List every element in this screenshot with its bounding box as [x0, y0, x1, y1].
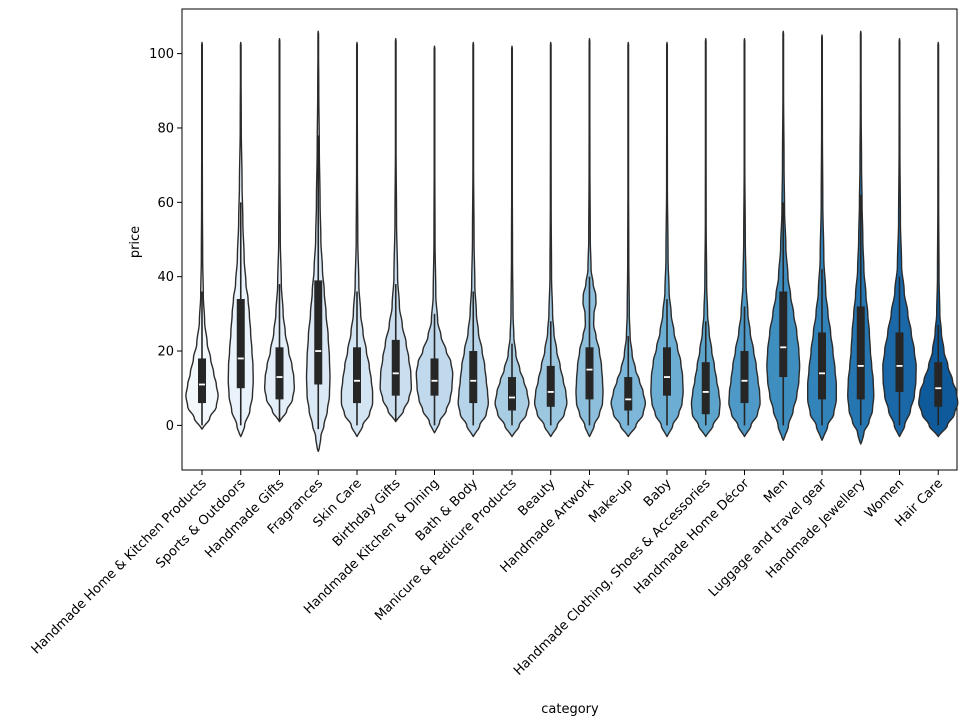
- violin-body: [263, 38, 296, 423]
- violin-iqr-box: [469, 351, 478, 404]
- x-axis-title: category: [541, 702, 599, 717]
- violin-body: [918, 41, 959, 438]
- x-tick-label: Baby: [641, 476, 675, 510]
- violin: [728, 38, 761, 438]
- violin: [610, 41, 647, 438]
- violin-iqr-box: [236, 298, 245, 389]
- violin-iqr-box: [198, 358, 206, 404]
- violin: [494, 45, 530, 438]
- violin-iqr-box: [895, 332, 904, 392]
- violin-body: [575, 38, 604, 438]
- violin-iqr-box: [934, 362, 943, 407]
- violin-iqr-box: [430, 358, 439, 396]
- violin-iqr-box: [391, 339, 400, 396]
- y-axis: 0 20 40 60 80 100: [149, 47, 182, 434]
- violin-body: [650, 41, 684, 438]
- y-tick-label: 40: [157, 270, 174, 285]
- x-tick-label: Manicure & Pedicure Products: [372, 476, 520, 624]
- y-tick-label: 80: [157, 121, 174, 136]
- x-tick-label: Men: [761, 476, 791, 506]
- violin-iqr-box: [740, 351, 749, 404]
- violin-iqr-box: [779, 291, 788, 378]
- violin-iqr-box: [624, 377, 633, 411]
- violin-iqr-box: [508, 377, 516, 411]
- violin-body: [807, 34, 837, 441]
- x-tick-label: Handmade Home & Kitchen Products: [29, 476, 210, 657]
- violin-body: [690, 38, 721, 438]
- violin: [766, 30, 801, 441]
- y-tick-label: 20: [157, 345, 174, 360]
- violin-body: [415, 45, 454, 434]
- violin: [847, 30, 875, 445]
- violin: [457, 41, 490, 438]
- violin: [340, 41, 374, 438]
- violin-body: [610, 41, 647, 438]
- violin-body: [379, 38, 413, 423]
- violin: [263, 38, 296, 423]
- violin: [305, 30, 331, 453]
- violin-iqr-box: [353, 347, 361, 404]
- violin-iqr-box: [275, 347, 284, 400]
- violin-iqr-box: [546, 365, 555, 407]
- y-axis-title: price: [128, 226, 143, 258]
- violin-iqr-box: [701, 362, 710, 415]
- y-tick-label: 0: [166, 419, 174, 434]
- violin-iqr-box: [818, 332, 826, 400]
- violins-group: [185, 30, 959, 453]
- plot-area: [181, 8, 958, 471]
- violin-body: [728, 38, 761, 438]
- y-tick-label: 60: [157, 196, 174, 211]
- violin: [533, 41, 568, 438]
- violin-body: [457, 41, 490, 438]
- violin-body: [494, 45, 530, 438]
- violin-body: [340, 41, 374, 438]
- violin-body: [533, 41, 568, 438]
- violin: [690, 38, 721, 438]
- violin: [882, 38, 917, 438]
- violin-iqr-box: [856, 306, 865, 400]
- violin: [918, 41, 959, 438]
- violin-iqr-box: [585, 347, 594, 400]
- violin: [807, 34, 837, 441]
- violin: [227, 41, 254, 438]
- violin: [575, 38, 604, 438]
- violin: [415, 45, 454, 434]
- violin: [379, 38, 413, 423]
- violin-body: [882, 38, 917, 438]
- x-tick-label: Birthday Gifts: [330, 476, 404, 550]
- y-tick-label: 100: [149, 47, 174, 62]
- violin: [650, 41, 684, 438]
- violin-iqr-box: [314, 280, 323, 385]
- violin-iqr-box: [663, 347, 671, 396]
- violin-body: [185, 41, 219, 430]
- violin: [185, 41, 219, 430]
